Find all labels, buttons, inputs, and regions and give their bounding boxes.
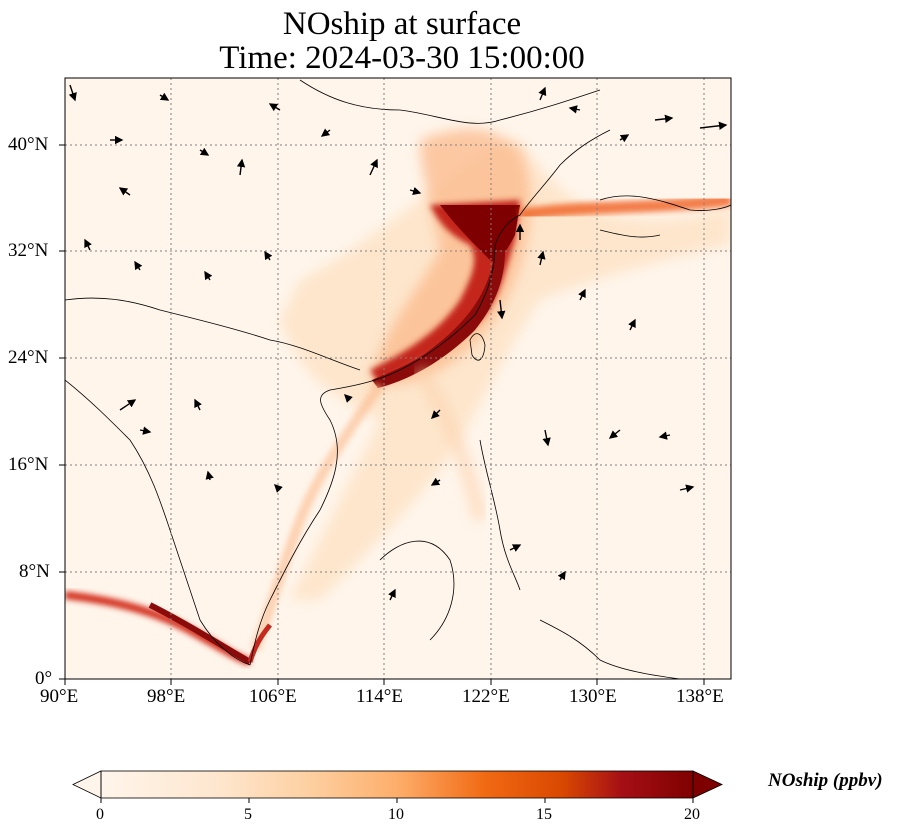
coastlines bbox=[65, 79, 731, 679]
wind-vectors bbox=[68, 84, 728, 601]
colorbar-gradient bbox=[101, 771, 693, 798]
plume-light-ocean bbox=[280, 140, 731, 600]
lon-tick-label: 90°E bbox=[40, 686, 79, 707]
plume-hotspot-core bbox=[440, 205, 520, 262]
plume-malacca-core bbox=[148, 602, 252, 665]
new-guinea-coast bbox=[539, 619, 681, 679]
colorbar-tick-label: 0 bbox=[96, 806, 104, 823]
lat-tick-label: 24°N bbox=[8, 347, 49, 368]
plume-yellow-sea bbox=[370, 129, 531, 386]
map-frame bbox=[64, 77, 732, 680]
lat-tick-label: 0° bbox=[35, 668, 53, 689]
plume-scs-track-2 bbox=[413, 366, 487, 522]
plume-japan-track bbox=[519, 194, 731, 221]
lat-tick-label: 32°N bbox=[8, 240, 49, 261]
gridlines bbox=[65, 78, 731, 679]
map-subtitle-time: Time: 2024-03-30 15:00:00 bbox=[219, 40, 585, 76]
colorbar-tick-label: 20 bbox=[684, 806, 700, 823]
colorbar-tick-label: 15 bbox=[536, 806, 552, 823]
colorbar-extend-min bbox=[72, 770, 102, 799]
lon-tick-label: 106°E bbox=[249, 686, 297, 707]
borneo-coast bbox=[379, 540, 455, 641]
lon-tick-label: 122°E bbox=[462, 686, 510, 707]
axis-ticks bbox=[59, 144, 705, 685]
lon-tick-label: 114°E bbox=[356, 686, 403, 707]
lon-tick-label: 138°E bbox=[676, 686, 724, 707]
japan-coast bbox=[599, 195, 731, 211]
concentration-field bbox=[65, 129, 731, 666]
lon-tick-label: 98°E bbox=[147, 686, 186, 707]
colorbar-tick-label: 5 bbox=[244, 806, 252, 823]
lat-tick-label: 8°N bbox=[19, 561, 50, 582]
map-title: NOship at surface bbox=[282, 6, 522, 42]
colorbar-title: NOship (ppbv) bbox=[768, 770, 883, 791]
plume-scs-track bbox=[250, 382, 385, 652]
colorbar-tick-label: 10 bbox=[388, 806, 404, 823]
lat-tick-label: 40°N bbox=[8, 134, 49, 155]
plume-coast-band bbox=[372, 250, 505, 388]
lat-tick-label: 16°N bbox=[8, 454, 49, 475]
northern-border bbox=[299, 79, 601, 124]
lon-tick-label: 130°E bbox=[569, 686, 617, 707]
taiwan-outline bbox=[469, 333, 486, 361]
colorbar-extend-max bbox=[692, 770, 723, 799]
colorbar bbox=[72, 770, 723, 803]
